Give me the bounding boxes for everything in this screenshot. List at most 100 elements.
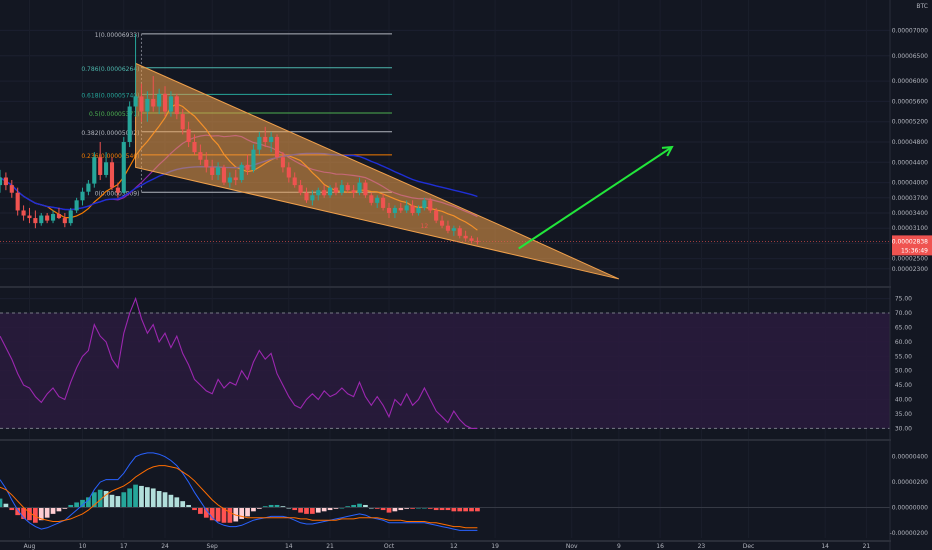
rsi-tick-label: 30.00 <box>895 425 912 432</box>
macd-histogram-bar <box>168 494 174 508</box>
macd-histogram-bar <box>97 489 103 508</box>
candle-body <box>274 136 280 158</box>
candle-body <box>115 187 120 193</box>
candle-body <box>269 136 274 142</box>
arrow-shaft <box>518 146 673 250</box>
candle-body <box>15 192 20 211</box>
candle-body <box>50 214 56 221</box>
candle-body <box>322 190 327 196</box>
candle-body <box>121 142 126 193</box>
candle-body <box>233 177 238 181</box>
candle-body <box>357 182 362 193</box>
time-tick-label: Aug <box>24 543 36 550</box>
candle-body <box>292 177 297 186</box>
fib-level-label: 0.382(0.00005002) <box>81 130 139 137</box>
macd-histogram-bar <box>68 504 74 508</box>
macd-histogram-bar <box>186 504 191 508</box>
rsi-pane <box>0 296 478 429</box>
macd-tick-label: 0.00000200 <box>892 479 928 486</box>
countdown-label: 15:36:49 <box>901 247 928 254</box>
price-tick-label: 0.00006500 <box>892 53 928 60</box>
macd-signal-line <box>0 465 478 529</box>
macd-histogram-bar <box>251 507 256 512</box>
arrow-head <box>661 145 674 157</box>
candle-body <box>445 225 451 231</box>
fib-level-label: 0.618(0.00005740) <box>81 92 139 99</box>
time-tick-label: Sep <box>207 543 219 550</box>
macd-histogram-bar <box>345 506 351 508</box>
candle-body <box>422 200 427 208</box>
macd-histogram-bar <box>80 499 85 508</box>
macd-histogram-bar <box>27 507 32 521</box>
macd-histogram-bar <box>203 507 209 518</box>
macd-histogram-bar <box>239 507 245 519</box>
macd-histogram-bar <box>215 507 221 522</box>
macd-tick-label: 0.00000400 <box>892 454 928 461</box>
macd-histogram-bar <box>380 507 386 511</box>
macd-pane <box>0 452 890 531</box>
price-tick-label: 0.00003400 <box>892 210 928 217</box>
price-tick-label: 0.00002500 <box>892 256 928 263</box>
rsi-tick-label: 35.00 <box>895 411 912 418</box>
macd-histogram-bar <box>139 485 144 508</box>
macd-histogram-bar <box>245 507 250 517</box>
candle-body <box>239 164 244 181</box>
candle-body <box>428 200 433 211</box>
candle-body <box>434 210 439 221</box>
candle-body <box>227 177 232 183</box>
fib-level-label: 1(0.00006933) <box>95 32 140 39</box>
rsi-tick-label: 55.00 <box>895 353 912 360</box>
candle-body <box>381 197 386 208</box>
macd-histogram-bar <box>310 507 315 514</box>
macd-histogram-bar <box>327 507 333 511</box>
candle-body <box>339 185 344 193</box>
candle-body <box>286 167 291 178</box>
macd-histogram-bar <box>109 494 115 508</box>
candle-body <box>204 159 209 168</box>
time-tick-label: 9 <box>617 543 621 550</box>
time-tick-label: 19 <box>491 543 499 550</box>
macd-histogram-bar <box>274 504 280 508</box>
rsi-tick-label: 65.00 <box>895 324 912 331</box>
macd-histogram-bar <box>156 491 162 508</box>
time-tick-label: 14 <box>821 543 829 550</box>
candle-body <box>104 162 109 175</box>
candle-body <box>86 183 91 192</box>
price-tick-label: 0.00007000 <box>892 27 928 34</box>
candle-body <box>27 215 32 219</box>
macd-histogram-bar <box>321 507 327 512</box>
price-tick-label: 0.00006000 <box>892 78 928 85</box>
price-tick-label: 0.00004000 <box>892 180 928 187</box>
candle-body <box>386 207 392 213</box>
macd-tick-label: -0.00000200 <box>890 530 929 537</box>
macd-histogram-bar <box>91 492 97 508</box>
macd-histogram-bar <box>33 507 38 523</box>
macd-histogram-bar <box>150 488 156 508</box>
candle-body <box>263 136 268 142</box>
time-tick-label: Nov <box>566 543 578 550</box>
candle-body <box>221 167 227 183</box>
macd-histogram-bar <box>44 507 50 518</box>
candle-body <box>133 96 138 107</box>
macd-histogram-bar <box>298 507 303 513</box>
candle-body <box>139 96 144 112</box>
candle-body <box>162 93 168 112</box>
candle-body <box>298 185 303 193</box>
time-tick-label: 10 <box>79 543 87 550</box>
candle-body <box>345 185 350 191</box>
candle-body <box>39 215 44 224</box>
candle-body <box>375 197 380 203</box>
candle-body <box>463 235 468 239</box>
candle-body <box>310 195 315 201</box>
time-tick-label: Oct <box>384 543 395 550</box>
macd-histogram-bar <box>3 503 9 508</box>
breakout-arrow[interactable] <box>518 145 674 250</box>
macd-histogram-bar <box>221 507 227 523</box>
candle-body <box>21 210 26 216</box>
macd-histogram-bar <box>56 507 62 512</box>
falling-wedge[interactable] <box>135 62 620 280</box>
macd-histogram-bar <box>333 507 339 509</box>
fib-level-label: 0.236(0.00004546) <box>81 153 139 160</box>
